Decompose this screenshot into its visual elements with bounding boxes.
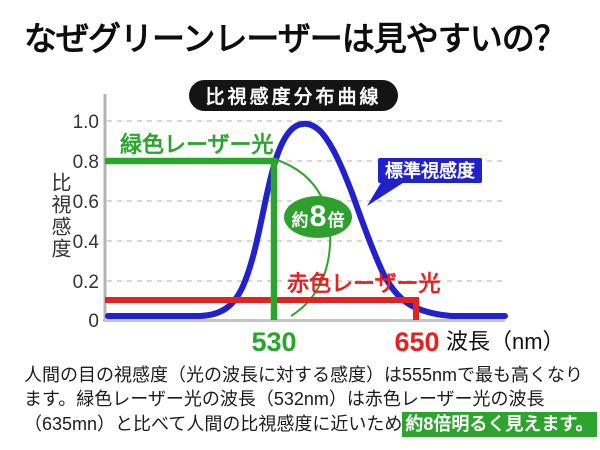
ratio-prefix: 約: [292, 210, 309, 230]
description-highlight: 約8倍明るく見えます。: [402, 411, 597, 437]
y-tick-labels: 1.0 0.8 0.6 0.4 0.2 0: [73, 112, 100, 332]
x-axis-label: 波長（nm）: [446, 329, 565, 354]
description-line-1: 人間の目の視感度（光の波長に対する感度）は555nmで最も高くなり: [24, 365, 584, 385]
y-tick-0.4: 0.4: [73, 232, 100, 253]
ratio-badge: [284, 196, 352, 238]
y-axis-title: 比視感度: [48, 172, 70, 260]
y-tick-1.0: 1.0: [73, 112, 99, 133]
standard-sensitivity-callout: 標準視感度: [367, 158, 482, 206]
green-laser-label: 緑色レーザー光: [120, 132, 274, 157]
description-line-3-text: （635mn）と比べて人間の比視感度に近いため: [24, 413, 403, 434]
chart-title-badge: 比視感度分布曲線: [189, 80, 398, 111]
ratio-badge-text: 約8倍: [292, 200, 345, 233]
y-tick-0.8: 0.8: [73, 152, 99, 173]
y-tick-0.6: 0.6: [73, 192, 99, 213]
y-tick-0.2: 0.2: [73, 272, 99, 293]
standard-sensitivity-label: 標準視感度: [385, 160, 476, 181]
green-laser-line: [105, 157, 278, 320]
description-paragraph: 人間の目の視感度（光の波長に対する感度）は555nmで最も高くなり ます。緑色レ…: [24, 361, 599, 437]
ratio-number: 8: [310, 200, 327, 233]
y-tick-0: 0: [88, 311, 99, 332]
description-line-3: （635mn）と比べて人間の比視感度に近いため 約8倍明るく見えます。: [24, 410, 599, 437]
ratio-suffix: 倍: [328, 210, 345, 230]
page-title: なぜグリーンレーザーは見やすいの？: [24, 20, 567, 57]
x-tick-530: 530: [251, 327, 296, 357]
red-laser-line: [105, 297, 419, 320]
chart-title-badge-text: 比視感度分布曲線: [205, 87, 382, 108]
description-line-2: ます。緑色レーザー光の波長（532nm）は赤色レーザー光の波長: [24, 389, 545, 410]
red-laser-label: 赤色レーザー光: [287, 271, 441, 296]
x-tick-650: 650: [394, 327, 439, 357]
